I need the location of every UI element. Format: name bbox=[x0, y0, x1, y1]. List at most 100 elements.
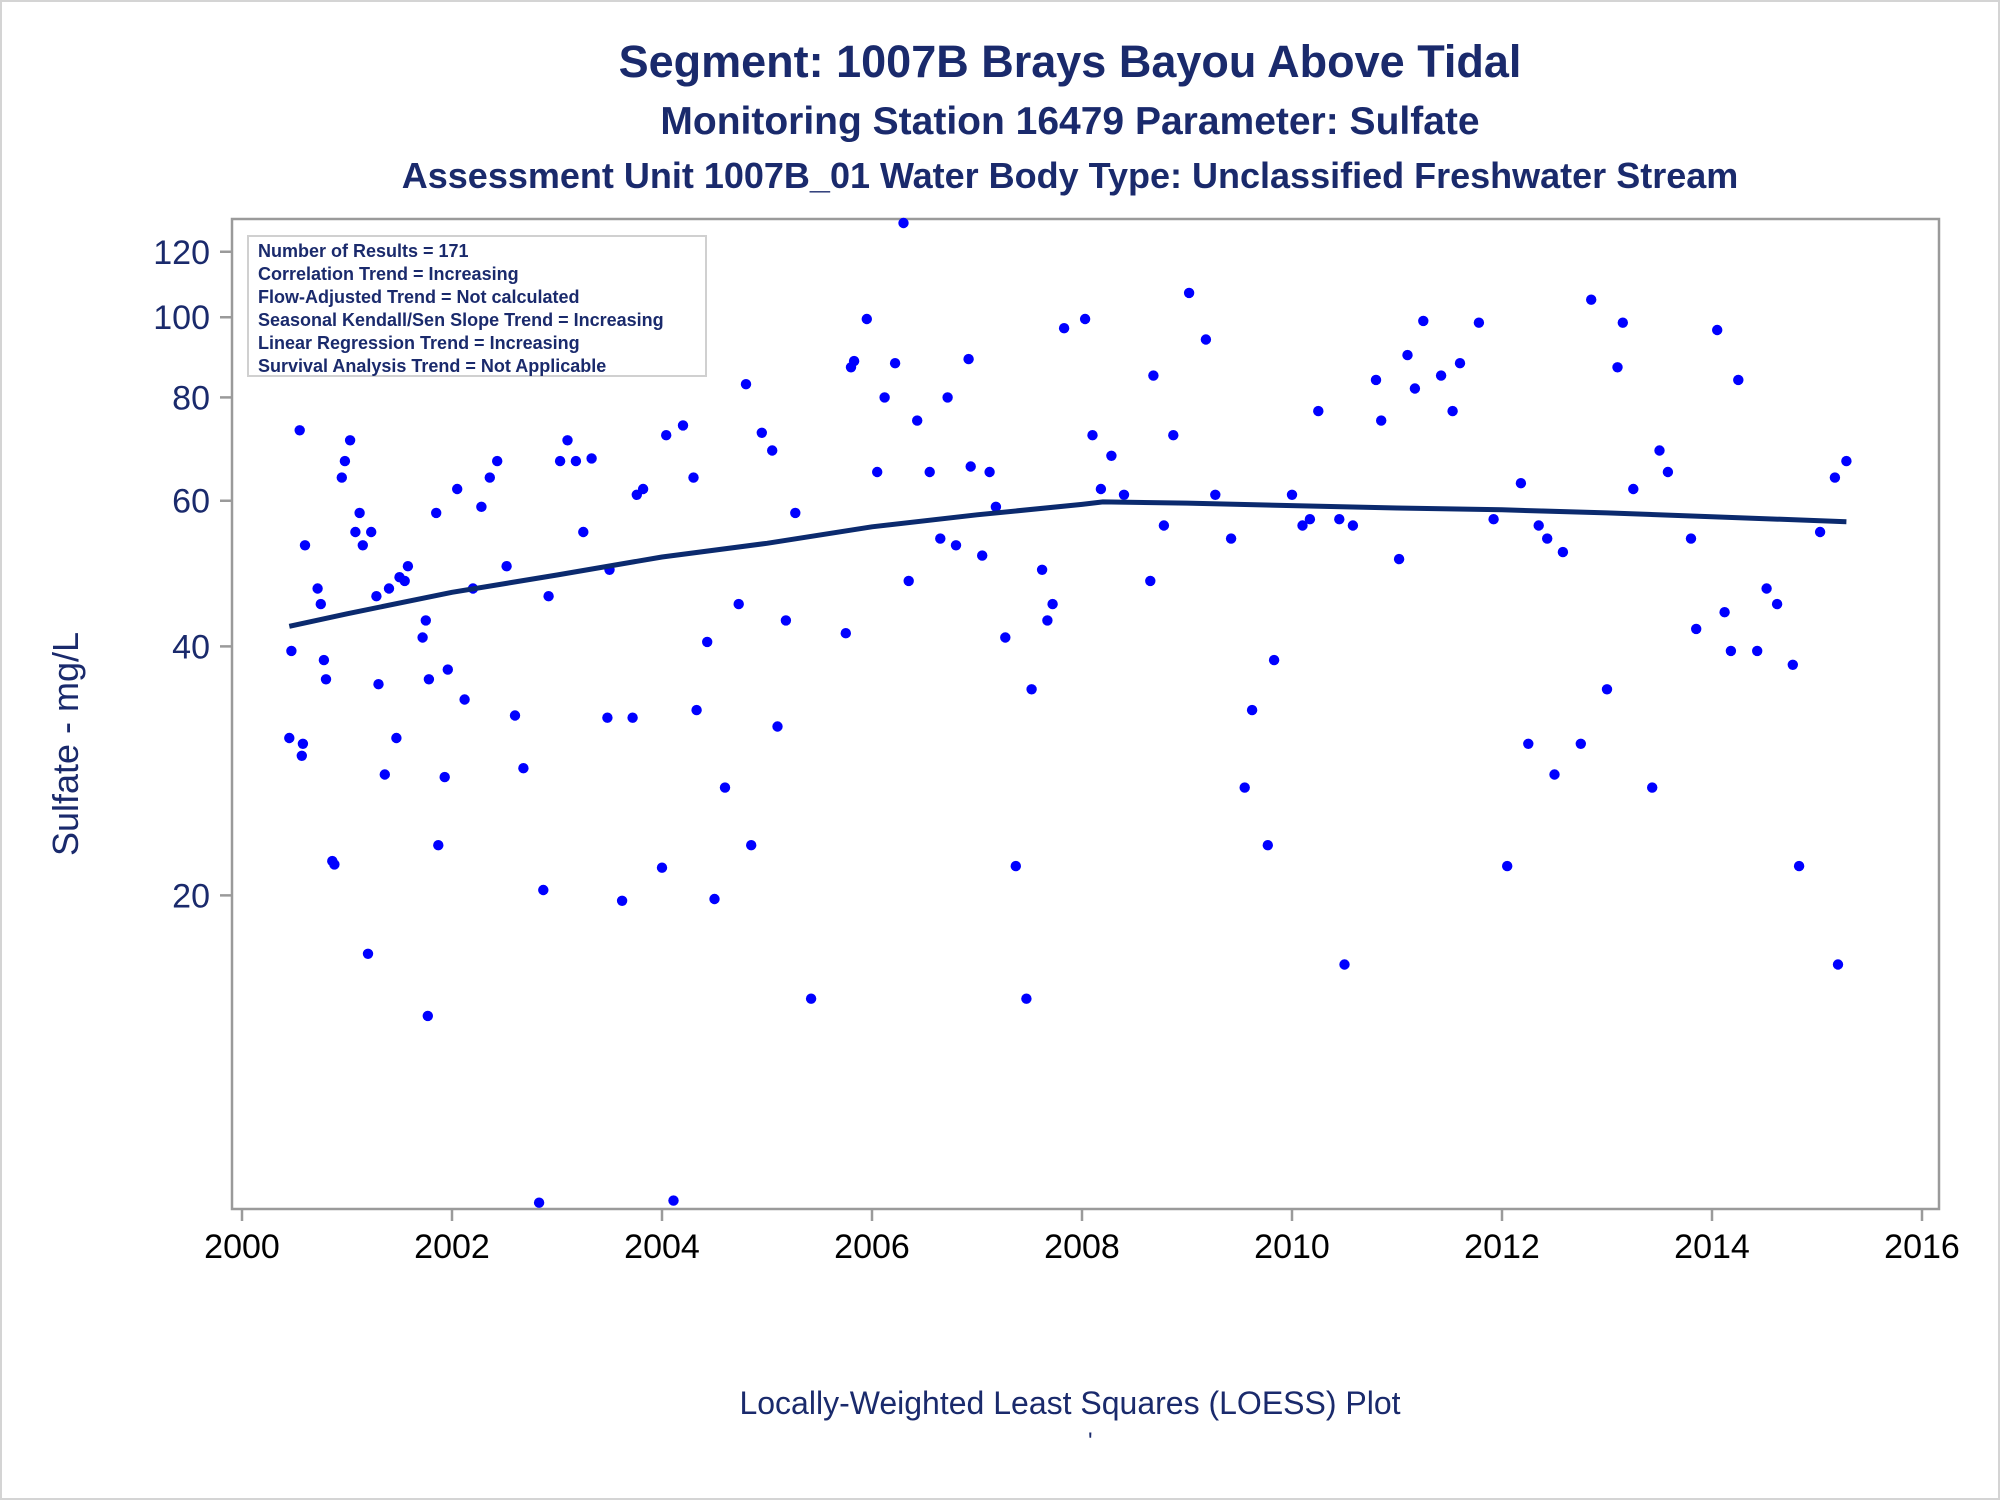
data-point bbox=[1334, 514, 1345, 525]
data-point bbox=[1523, 738, 1534, 749]
data-point bbox=[371, 591, 382, 602]
data-point bbox=[1841, 455, 1852, 467]
data-point bbox=[756, 427, 767, 438]
data-point bbox=[578, 526, 589, 538]
data-point bbox=[1268, 654, 1280, 666]
loess-line bbox=[288, 499, 1847, 629]
data-point bbox=[586, 453, 597, 464]
data-point bbox=[872, 466, 883, 478]
data-point bbox=[383, 583, 395, 594]
data-point bbox=[1262, 840, 1274, 851]
data-point bbox=[977, 550, 988, 561]
data-point bbox=[501, 561, 512, 572]
data-point bbox=[1145, 575, 1156, 587]
data-point bbox=[297, 738, 309, 749]
data-point bbox=[1685, 533, 1697, 544]
data-point bbox=[898, 217, 909, 229]
data-point bbox=[1647, 782, 1658, 793]
data-point bbox=[637, 483, 649, 495]
data-point bbox=[1168, 430, 1179, 441]
data-point bbox=[602, 712, 613, 723]
data-point bbox=[1118, 489, 1130, 500]
data-point bbox=[492, 455, 503, 467]
chart-subtitle-2: Assessment Unit 1007B_01 Water Body Type… bbox=[401, 155, 1739, 196]
data-point bbox=[543, 591, 554, 602]
data-point bbox=[1575, 738, 1587, 749]
data-point bbox=[780, 615, 792, 626]
data-point bbox=[1502, 860, 1513, 872]
data-point bbox=[1628, 483, 1639, 495]
data-point bbox=[1793, 860, 1805, 872]
data-point bbox=[1409, 383, 1421, 394]
data-point bbox=[1036, 564, 1048, 575]
stats-line: Seasonal Kendall/Sen Slope Trend = Incre… bbox=[258, 310, 664, 330]
data-point bbox=[344, 435, 356, 446]
data-point bbox=[336, 472, 347, 483]
data-point bbox=[1752, 645, 1763, 657]
footnote-mark: ' bbox=[1088, 1428, 1093, 1455]
data-point bbox=[1376, 415, 1387, 426]
data-point bbox=[366, 526, 377, 538]
data-point bbox=[1047, 598, 1058, 610]
data-point bbox=[984, 466, 995, 478]
data-point bbox=[691, 704, 702, 716]
data-point bbox=[719, 782, 731, 793]
y-tick-label: 40 bbox=[172, 628, 210, 666]
y-tick-label: 60 bbox=[172, 483, 210, 521]
data-point bbox=[1549, 769, 1560, 780]
y-tick-label: 100 bbox=[153, 299, 210, 337]
data-point bbox=[903, 575, 914, 587]
y-tick-label: 120 bbox=[153, 234, 210, 272]
stats-line: Correlation Trend = Increasing bbox=[258, 264, 519, 284]
data-point bbox=[1079, 313, 1091, 325]
data-point bbox=[1787, 659, 1799, 670]
data-point bbox=[1435, 370, 1447, 381]
stats-line: Survival Analysis Trend = Not Applicable bbox=[258, 356, 607, 376]
data-point bbox=[320, 674, 332, 685]
data-point bbox=[924, 466, 935, 478]
x-tick-label: 2000 bbox=[204, 1228, 280, 1266]
data-point bbox=[1225, 533, 1237, 544]
data-point bbox=[284, 732, 295, 744]
data-point bbox=[1370, 374, 1382, 386]
data-point bbox=[1725, 645, 1737, 657]
data-point bbox=[312, 583, 323, 594]
data-point bbox=[296, 750, 307, 761]
data-point bbox=[431, 507, 442, 519]
data-point bbox=[1010, 860, 1021, 872]
data-point bbox=[790, 507, 801, 519]
data-point bbox=[357, 540, 368, 551]
data-point bbox=[1402, 349, 1413, 361]
data-point bbox=[1148, 370, 1159, 381]
data-point bbox=[1183, 287, 1195, 299]
data-point bbox=[1612, 362, 1623, 373]
data-point bbox=[1095, 483, 1107, 495]
data-point bbox=[1246, 704, 1258, 716]
data-point bbox=[294, 425, 305, 436]
data-point bbox=[570, 455, 582, 467]
data-point bbox=[772, 721, 783, 732]
plot-area-border bbox=[230, 217, 1941, 1211]
data-point bbox=[1200, 334, 1212, 345]
data-point bbox=[740, 379, 752, 390]
x-tick-label: 2016 bbox=[1884, 1228, 1960, 1266]
data-point bbox=[661, 430, 672, 441]
stats-line: Linear Regression Trend = Increasing bbox=[258, 333, 580, 353]
data-point bbox=[452, 483, 463, 495]
data-point bbox=[616, 895, 628, 906]
data-point bbox=[889, 358, 901, 369]
data-point bbox=[420, 615, 431, 626]
chart-subtitle: Monitoring Station 16479 Parameter: Sulf… bbox=[660, 100, 1480, 143]
data-point bbox=[1557, 546, 1569, 558]
stats-line: Number of Results = 171 bbox=[258, 241, 469, 261]
data-point bbox=[840, 628, 851, 639]
data-point bbox=[1533, 520, 1544, 531]
data-point bbox=[656, 862, 668, 873]
data-point bbox=[709, 893, 720, 905]
data-point bbox=[861, 313, 872, 325]
y-axis-label: Sulfate - mg/L bbox=[45, 632, 86, 856]
data-point bbox=[767, 445, 778, 456]
data-point bbox=[1210, 489, 1221, 500]
data-point bbox=[935, 533, 946, 544]
data-point bbox=[805, 993, 817, 1004]
